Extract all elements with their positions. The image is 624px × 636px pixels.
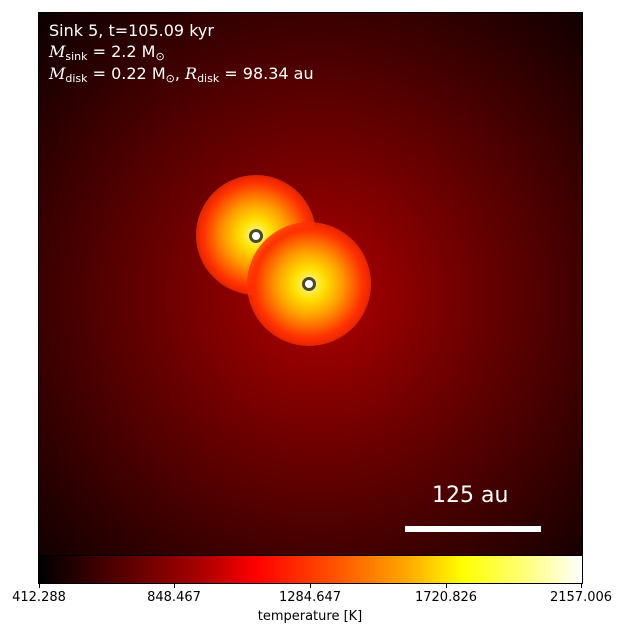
colorbar-tick-label: 1720.826 — [414, 590, 478, 605]
disk-properties-label: Mdisk = 0.22 M⊙, Rdisk = 98.34 au — [49, 64, 314, 85]
sink-marker-a — [249, 229, 263, 243]
scale-bar — [405, 526, 541, 532]
scale-bar-label: 125 au — [432, 483, 509, 508]
colorbar-tick-label: 2157.006 — [549, 590, 613, 605]
colorbar-tick — [174, 583, 175, 588]
colorbar-label: temperature [K] — [257, 609, 363, 624]
colorbar-tick — [39, 583, 40, 588]
colorbar-tick-label: 848.467 — [147, 590, 201, 605]
sink-time-label: Sink 5, t=105.09 kyr — [49, 21, 214, 40]
sink-mass-label: Msink = 2.2 M⊙ — [49, 42, 165, 63]
colorbar-tick — [581, 583, 582, 588]
colorbar-tick-label: 1284.647 — [278, 590, 342, 605]
temperature-map: Sink 5, t=105.09 kyr Msink = 2.2 M⊙ Mdis… — [38, 12, 583, 557]
colorbar-tick-label: 412.288 — [12, 590, 66, 605]
colorbar — [38, 555, 583, 584]
sink-marker-b — [302, 277, 316, 291]
colorbar-tick — [310, 583, 311, 588]
colorbar-tick — [446, 583, 447, 588]
